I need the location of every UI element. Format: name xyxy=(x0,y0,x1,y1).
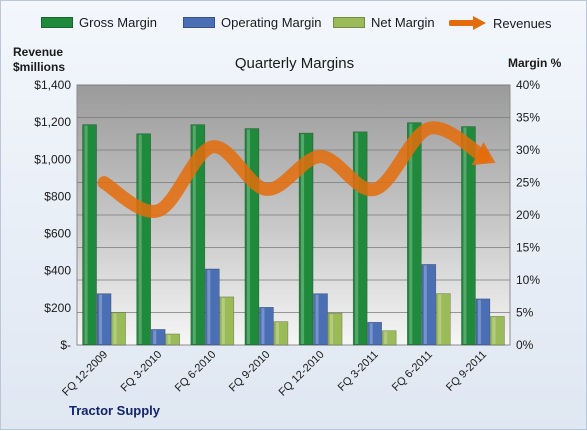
legend-item-operating-margin: Operating Margin xyxy=(183,15,321,30)
y-left-tick-label: $1,000 xyxy=(34,152,71,166)
x-tick-label: FQ 6-2010 xyxy=(173,349,219,395)
legend-item-revenues: Revenues xyxy=(449,15,552,31)
revenue-arrowhead xyxy=(471,142,496,166)
legend-label-operating-margin: Operating Margin xyxy=(221,15,322,30)
chart-title: Quarterly Margins xyxy=(234,55,355,72)
legend-swatch-gross-margin xyxy=(41,17,73,28)
bar-operating-margin xyxy=(96,293,112,346)
y-right-axis-title: Margin % xyxy=(508,56,562,70)
y-left-axis-title-line1: Revenue xyxy=(13,45,64,59)
bar-highlight xyxy=(438,294,442,344)
legend-label-revenues: Revenues xyxy=(493,15,552,31)
legend: Gross Margin Operating Margin Net Margin… xyxy=(1,15,587,37)
x-tick-label: FQ 12-2010 xyxy=(277,349,327,399)
x-tick-label: FQ 9-2011 xyxy=(444,349,489,394)
bar-gross-margin xyxy=(190,124,206,346)
bar-operating-margin xyxy=(205,268,220,346)
y-right-tick-label: 15% xyxy=(516,241,540,255)
bar-highlight xyxy=(138,134,142,344)
y-left-tick-label: $- xyxy=(60,338,71,352)
bar-highlight xyxy=(167,334,171,344)
legend-item-net-margin: Net Margin xyxy=(333,15,435,30)
bar-highlight xyxy=(477,299,481,344)
y-right-tick-label: 30% xyxy=(516,143,540,157)
bar-net-margin xyxy=(165,333,180,346)
y-left-tick-label: $400 xyxy=(44,264,71,278)
company-label: Tractor Supply xyxy=(69,403,161,418)
bar-highlight xyxy=(192,125,196,345)
bar-highlight xyxy=(113,313,117,344)
bar-highlight xyxy=(355,132,359,344)
y-left-tick-label: $1,200 xyxy=(34,115,71,129)
bar-highlight xyxy=(463,127,467,344)
bar-highlight xyxy=(275,322,279,344)
bar-operating-margin xyxy=(367,321,382,346)
legend-label-net-margin: Net Margin xyxy=(371,15,435,30)
y-left-tick-label: $200 xyxy=(44,301,71,315)
y-right-tick-label: 5% xyxy=(516,306,534,320)
legend-swatch-operating-margin xyxy=(183,17,215,28)
x-tick-label: FQ 12-2009 xyxy=(60,349,110,399)
y-right-tick-label: 35% xyxy=(516,111,540,125)
bar-highlight xyxy=(261,308,265,344)
legend-label-gross-margin: Gross Margin xyxy=(79,15,158,30)
bar-highlight xyxy=(207,269,211,344)
bar-highlight xyxy=(246,129,250,344)
bar-net-margin xyxy=(273,321,289,346)
y-right-tick-label: 25% xyxy=(516,176,540,190)
bar-net-margin xyxy=(219,296,235,346)
bar-highlight xyxy=(315,294,319,344)
x-tick-label: FQ 9-2010 xyxy=(227,349,273,395)
bar-operating-margin xyxy=(259,306,274,346)
bar-net-margin xyxy=(111,312,126,346)
bar-net-margin xyxy=(327,312,343,346)
bar-net-margin xyxy=(490,316,505,346)
bar-operating-margin xyxy=(421,264,437,346)
bar-operating-margin xyxy=(313,293,328,346)
bar-highlight xyxy=(153,330,157,344)
bar-highlight xyxy=(84,125,88,345)
y-left-tick-label: $800 xyxy=(44,189,71,203)
bar-gross-margin xyxy=(82,124,97,346)
y-right-tick-label: 20% xyxy=(516,208,540,222)
bar-highlight xyxy=(409,123,413,344)
y-right-tick-label: 0% xyxy=(516,338,534,352)
bar-highlight xyxy=(99,294,103,344)
bar-gross-margin xyxy=(407,122,422,346)
y-left-axis-title-line2: $millions xyxy=(13,60,66,74)
bar-operating-margin xyxy=(475,298,491,346)
y-left-tick-label: $1,400 xyxy=(34,78,71,92)
bar-highlight xyxy=(384,331,388,344)
bar-net-margin xyxy=(436,293,451,346)
bar-highlight xyxy=(330,314,334,344)
bar-operating-margin xyxy=(150,329,166,346)
y-left-axis-title: Revenue $millions xyxy=(13,45,65,75)
x-tick-label: FQ 3-2010 xyxy=(119,349,165,395)
bar-gross-margin xyxy=(136,133,151,346)
y-right-tick-label: 40% xyxy=(516,78,540,92)
bar-highlight xyxy=(301,134,305,344)
bar-highlight xyxy=(492,317,496,344)
bar-net-margin xyxy=(381,330,397,346)
bar-highlight xyxy=(423,265,427,344)
bar-gross-margin xyxy=(298,132,314,346)
legend-item-gross-margin: Gross Margin xyxy=(41,15,157,30)
x-tick-label: FQ 6-2011 xyxy=(390,349,435,394)
bar-gross-margin xyxy=(461,126,476,346)
y-left-tick-label: $600 xyxy=(44,227,71,241)
legend-swatch-net-margin xyxy=(333,17,365,28)
revenue-line xyxy=(97,121,490,218)
bar-highlight xyxy=(369,323,373,344)
arrow-right-icon xyxy=(449,16,486,30)
y-right-tick-label: 10% xyxy=(516,273,540,287)
bar-highlight xyxy=(221,297,225,344)
x-tick-label: FQ 3-2011 xyxy=(336,349,381,394)
